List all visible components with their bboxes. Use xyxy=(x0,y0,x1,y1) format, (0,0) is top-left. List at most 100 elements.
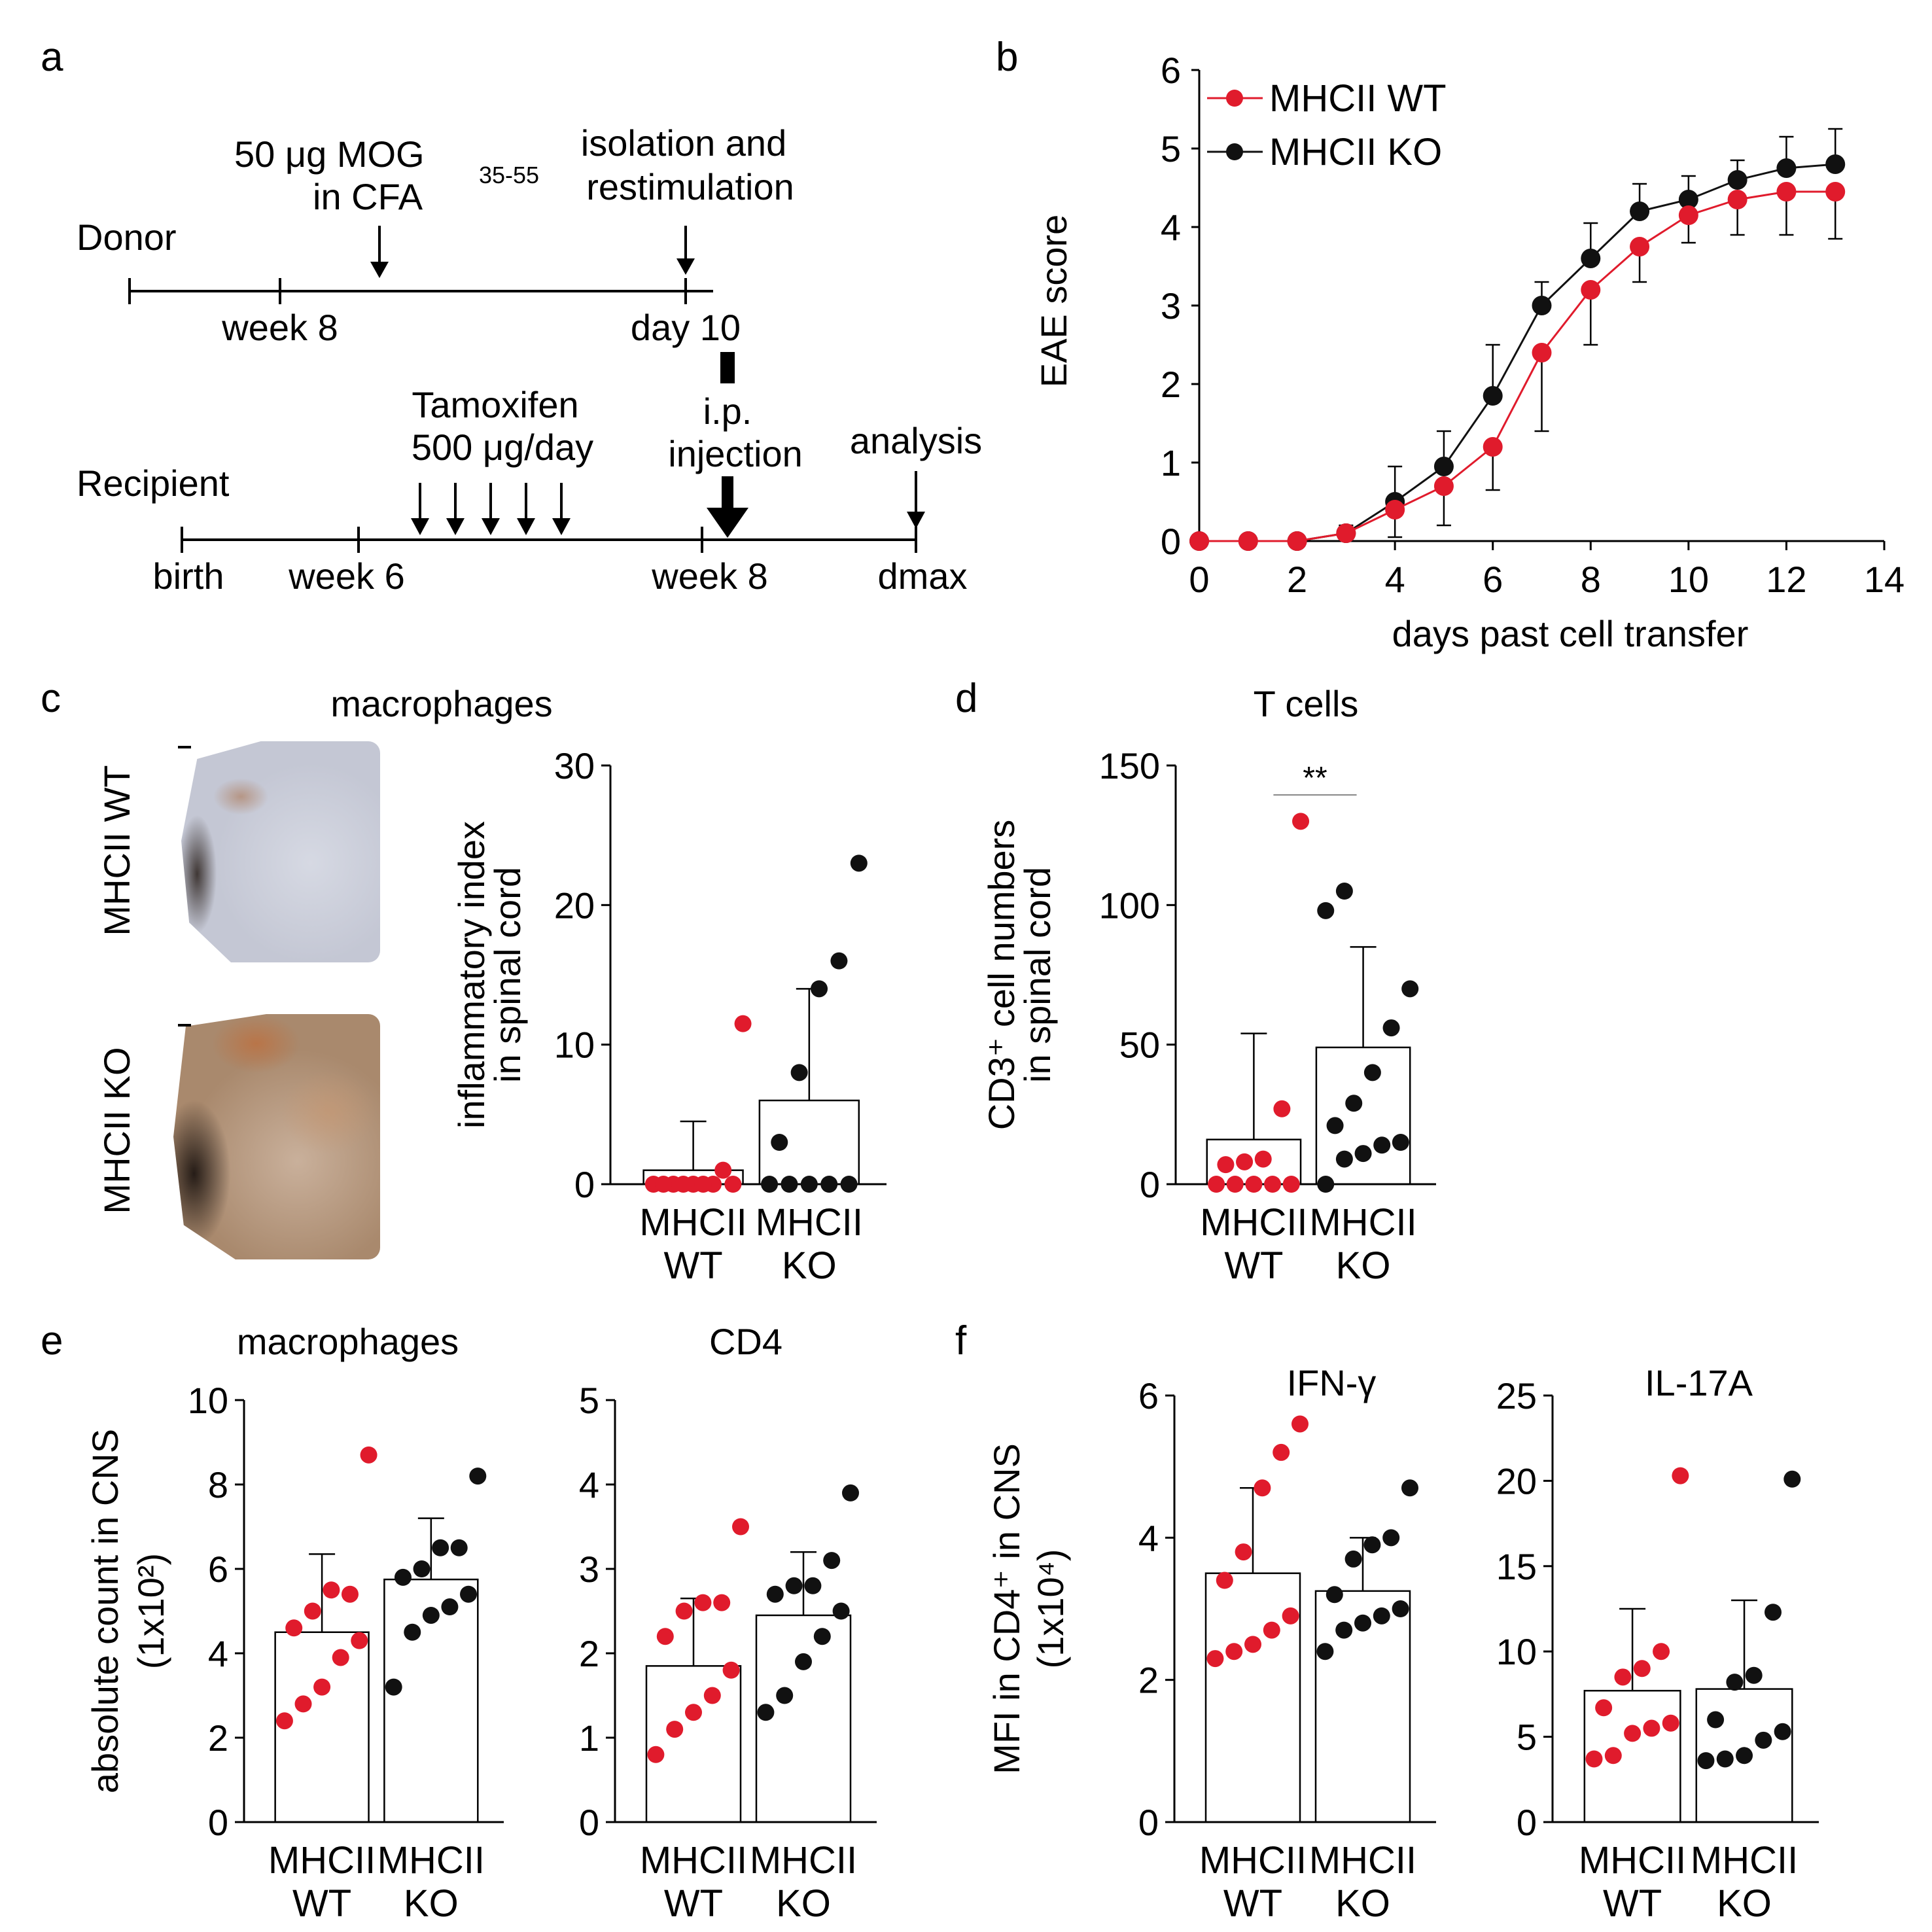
data-point xyxy=(1373,1607,1390,1625)
category-label-line2: KO xyxy=(404,1882,459,1925)
data-point xyxy=(1392,1134,1409,1151)
birth-label: birth xyxy=(153,555,224,597)
data-point xyxy=(1774,1723,1791,1740)
data-point xyxy=(385,1678,402,1696)
eae-line xyxy=(1199,163,1836,542)
y-tick-label: 0 xyxy=(579,1802,599,1843)
data-point xyxy=(1726,1674,1744,1691)
data-point xyxy=(1662,1714,1679,1732)
data-point xyxy=(714,1161,732,1179)
data-point xyxy=(1317,902,1335,919)
data-point xyxy=(1326,1586,1343,1604)
data-point xyxy=(655,1176,673,1193)
y-tick-label: 4 xyxy=(1138,1517,1159,1558)
data-point xyxy=(432,1539,449,1556)
data-point xyxy=(1273,1100,1291,1117)
category-label: MHCII xyxy=(1691,1839,1798,1882)
data-point xyxy=(1216,1572,1233,1589)
data-point xyxy=(1392,1600,1409,1617)
y-axis-label: MFI in CD4⁺ in CNS xyxy=(986,1443,1027,1774)
data-point xyxy=(1291,1415,1308,1433)
y-tick-label: 8 xyxy=(208,1464,228,1505)
eae-series-wt xyxy=(1189,182,1846,551)
chart-title: CD4 xyxy=(709,1321,782,1362)
data-point xyxy=(1335,1621,1353,1639)
data-point xyxy=(1263,1621,1280,1639)
data-point xyxy=(840,1176,858,1193)
panel-letter-e: e xyxy=(41,1318,63,1363)
legend-wt-marker xyxy=(1226,90,1243,107)
data-point xyxy=(832,1602,850,1620)
category-label-line2: KO xyxy=(782,1244,837,1287)
category-label: MHCII xyxy=(378,1839,485,1882)
eae-line xyxy=(1199,190,1836,542)
data-point xyxy=(450,1539,468,1556)
data-point xyxy=(823,1552,841,1570)
ip-label: i.p. xyxy=(703,391,752,432)
data-point xyxy=(1764,1604,1782,1621)
data-point xyxy=(1716,1750,1734,1768)
eae-legend: MHCII WT MHCII KO xyxy=(1207,77,1447,173)
tamoxifen-label: Tamoxifen xyxy=(412,384,578,425)
category-label: MHCII xyxy=(756,1201,863,1244)
y-axis-label-line2: (1x10²) xyxy=(130,1553,171,1669)
category-label: MHCII xyxy=(1199,1839,1307,1882)
micrograph-ko xyxy=(173,1014,380,1259)
eae-series-ko xyxy=(1189,128,1846,551)
data-point xyxy=(1736,1747,1753,1765)
data-point xyxy=(647,1746,665,1763)
data-point xyxy=(1235,1543,1252,1561)
y-tick-label: 0 xyxy=(1140,1164,1160,1205)
data-point xyxy=(1382,1019,1400,1037)
y-tick-label: 3 xyxy=(579,1549,599,1590)
y-tick-label: 150 xyxy=(1099,745,1160,786)
data-point xyxy=(1316,1643,1334,1660)
data-point xyxy=(413,1560,430,1577)
eae-x-tick-label: 0 xyxy=(1189,559,1209,600)
data-point xyxy=(675,1176,692,1193)
y-tick-label: 50 xyxy=(1119,1025,1160,1066)
data-point xyxy=(313,1678,331,1696)
eae-y-tick-label: 5 xyxy=(1161,128,1181,169)
injection-label: injection xyxy=(668,433,802,474)
y-tick-label: 10 xyxy=(188,1380,228,1421)
y-axis-label: absolute count in CNS xyxy=(84,1429,126,1793)
data-point xyxy=(275,1712,293,1730)
chart-title: macrophages xyxy=(237,1321,459,1362)
category-label: MHCII xyxy=(1309,1201,1416,1244)
eae-point xyxy=(1678,205,1698,225)
eae-xlabel: days past cell transfer xyxy=(1392,613,1749,654)
eae-point xyxy=(1189,531,1209,551)
data-point xyxy=(850,854,868,872)
data-point xyxy=(785,1577,803,1594)
eae-point xyxy=(1776,158,1797,178)
data-point xyxy=(776,1687,794,1704)
eae-x-tick-label: 8 xyxy=(1581,559,1601,600)
eae-point xyxy=(1336,523,1356,543)
category-label: MHCII xyxy=(1579,1839,1686,1882)
category-label-line2: WT xyxy=(664,1882,723,1925)
data-point xyxy=(813,1628,831,1645)
data-point xyxy=(351,1632,368,1649)
data-point xyxy=(1217,1156,1235,1174)
data-point xyxy=(1236,1153,1254,1170)
data-point xyxy=(1273,1443,1290,1461)
y-axis-label-line2: in spinal cord xyxy=(487,867,528,1083)
eae-x-tick-label: 2 xyxy=(1287,559,1307,600)
chart-title: IFN-γ xyxy=(1287,1362,1377,1403)
chart-title: T cells xyxy=(1254,683,1359,724)
data-point xyxy=(761,1176,779,1193)
y-tick-label: 0 xyxy=(1517,1802,1537,1843)
data-point xyxy=(404,1623,421,1641)
analysis-label: analysis xyxy=(850,420,982,461)
y-tick-label: 5 xyxy=(1517,1717,1537,1758)
